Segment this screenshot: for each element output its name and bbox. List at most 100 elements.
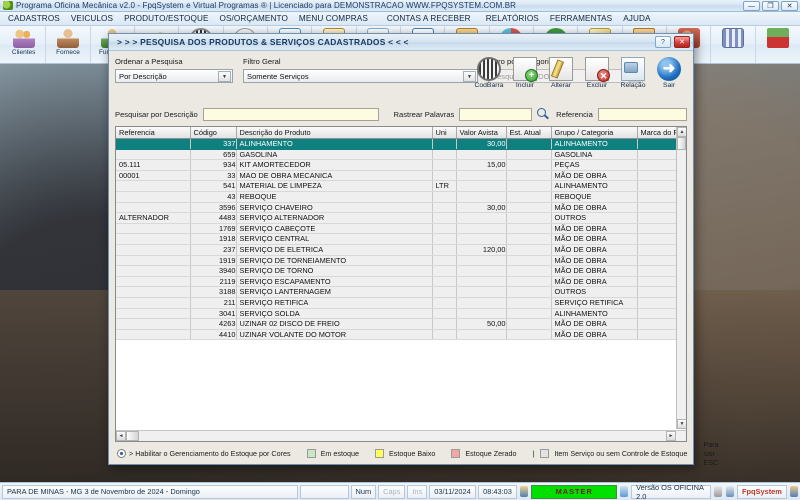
table-row[interactable]: 05.111 934 KIT AMORTECEDOR 15,00 PEÇAS (116, 159, 686, 171)
dialog-close-button[interactable]: ✕ (674, 36, 690, 48)
sair-button[interactable]: ➜ Sair (651, 55, 687, 89)
cell-grupo: MÃO DE OBRA (551, 276, 638, 288)
scroll-thumb-horizontal[interactable] (126, 431, 139, 441)
menu-item-relatorios[interactable]: RELATÓRIOS (485, 14, 539, 23)
table-row[interactable]: 237 SERVIÇO DE ELETRICA 120,00 MÃO DE OBRA (116, 244, 686, 256)
application-titlebar: Programa Oficina Mecânica v2.0 - FpqSyst… (0, 0, 800, 12)
toolbar-button-clientes[interactable]: Clientes (2, 26, 47, 63)
clients-icon (12, 28, 35, 48)
table-row[interactable]: 1918 SERVIÇO CENTRAL MÃO DE OBRA (116, 233, 686, 245)
table-row[interactable]: 4263 UZINAR 02 DISCO DE FREIO 50,00 MÃO DE … (116, 318, 686, 330)
table-row[interactable]: 3041 SERVIÇO SOLDA ALINHAMENTO (116, 308, 686, 320)
search-ref-label: Referencia (556, 109, 593, 119)
column-header-c-digo[interactable]: Código (190, 127, 237, 139)
chevron-down-icon[interactable]: ▼ (218, 71, 231, 82)
table-row[interactable]: 3596 SERVIÇO CHAVEIRO 30,00 MÃO DE OBRA (116, 202, 686, 214)
general-filter-group: Filtro Geral Somente Serviços ▼ (243, 57, 478, 83)
close-button[interactable]: ✕ (781, 1, 798, 11)
cell-grupo: ALINHAMENTO (551, 180, 638, 192)
dialog-help-button[interactable]: ? (655, 36, 671, 48)
cell-valor (456, 297, 507, 309)
table-row[interactable]: 4410 UZINAR VOLANTE DO MOTOR MÃO DE OBRA (116, 329, 686, 341)
menu-item-ferramentas[interactable]: FERRAMENTAS (549, 14, 613, 23)
menu-item-veiculos[interactable]: VEICULOS (70, 14, 114, 23)
cell-uni (432, 297, 457, 309)
column-header-uni[interactable]: Uni (432, 127, 457, 139)
search-ref-input[interactable] (597, 107, 687, 121)
excluir-button[interactable]: ✕ Excluir (579, 55, 615, 89)
incluir-button[interactable]: + Incluir (507, 55, 543, 89)
table-row[interactable]: 00001 33 MAO DE OBRA MECANICA MÃO DE OBRA (116, 170, 686, 182)
chevron-down-icon[interactable]: ▼ (463, 71, 476, 82)
horizontal-scrollbar[interactable]: ◄ ► (116, 430, 686, 441)
relacao-button[interactable]: Relação (615, 55, 651, 89)
maximize-button[interactable]: ❐ (762, 1, 779, 11)
status-caps: Caps (378, 484, 406, 499)
table-row[interactable]: 3188 SERVIÇO LANTERNAGEM OUTROS (116, 286, 686, 298)
toolbar-button-agenda[interactable] (711, 26, 756, 63)
table-row[interactable]: 1769 SERVIÇO CABEÇOTE MÃO DE OBRA (116, 223, 686, 235)
radio-icon[interactable] (117, 448, 126, 458)
scroll-down-arrow[interactable]: ▼ (677, 419, 686, 429)
table-row[interactable]: 541 MATERIAL DE LIMPEZA LTR ALINHAMENTO (116, 180, 686, 192)
scroll-left-arrow[interactable]: ◄ (116, 431, 126, 441)
column-header-valor-avista[interactable]: Valor Avista (456, 127, 507, 139)
table-row[interactable]: 43 REBOQUE REBOQUE (116, 191, 686, 203)
printer-icon[interactable] (713, 486, 722, 497)
cell-estoque (506, 255, 552, 267)
scroll-up-arrow[interactable]: ▲ (677, 127, 686, 137)
column-header-marca-do-produto[interactable]: Marca do Produto (637, 127, 686, 139)
minimize-button[interactable]: — (743, 1, 760, 11)
toolbar-button-fornecedores[interactable]: Fornece (46, 26, 91, 63)
cell-marca (637, 308, 686, 320)
table-row[interactable]: 337 ALINHAMENTO 30,00 ALINHAMENTO (116, 138, 686, 150)
scroll-thumb-vertical[interactable] (677, 137, 686, 150)
menu-item-cadastros[interactable]: CADASTROS (8, 14, 60, 23)
toolbar-button-sair[interactable] (756, 26, 800, 63)
cell-valor (456, 180, 507, 192)
general-filter-label: Filtro Geral (243, 57, 281, 66)
menu-item-os-orcamento[interactable]: OS/ORÇAMENTO (219, 14, 288, 23)
cell-uni (432, 202, 457, 214)
dialog-body: Ordenar a Pesquisa Por Descrição ▼ Filtr… (109, 51, 719, 467)
column-header-est-atual[interactable]: Est. Atual (506, 127, 552, 139)
network-icon[interactable] (725, 486, 734, 497)
cell-codigo: 3940 (190, 265, 237, 277)
cell-valor (456, 276, 507, 288)
cell-valor: 30,00 (456, 138, 507, 150)
menu-item-ajuda[interactable]: AJUDA (623, 14, 651, 23)
menu-item-contas-a-receber[interactable]: CONTAS A RECEBER (386, 14, 471, 23)
cell-marca (637, 223, 686, 235)
menu-item-menu-compras[interactable]: MENU COMPRAS (298, 14, 368, 23)
stock-color-toggle[interactable]: > Habilitar o Gerenciamento do Estoque p… (117, 448, 291, 458)
cell-marca (637, 265, 686, 277)
cell-valor: 30,00 (456, 202, 507, 214)
alterar-button[interactable]: Alterar (543, 55, 579, 89)
cell-estoque (506, 286, 552, 298)
table-row[interactable]: 1919 SERVIÇO DE TORNEIAMENTO MÃO DE OBRA (116, 255, 686, 267)
vertical-scrollbar[interactable]: ▲ ▼ (676, 127, 686, 429)
cell-descricao: SERVIÇO DE TORNO (236, 265, 433, 277)
column-header-descri-o-do-produto[interactable]: Descrição do Produto (236, 127, 433, 139)
codbarra-label: CodBarra (474, 82, 504, 89)
search-words-input[interactable] (459, 107, 533, 121)
search-icon[interactable] (536, 107, 550, 121)
table-row[interactable]: 2119 SERVIÇO ESCAPAMENTO MÃO DE OBRA (116, 276, 686, 288)
menu-item-produto-estoque[interactable]: PRODUTO/ESTOQUE (124, 14, 209, 23)
table-row[interactable]: ALTERNADOR 4483 SERVIÇO ALTERNADOR OUTROS (116, 212, 686, 224)
codbarra-button[interactable]: CodBarra (471, 55, 507, 89)
general-filter-select[interactable]: Somente Serviços ▼ (243, 69, 478, 83)
table-row[interactable]: 659 GASOLINA GASOLINA (116, 149, 686, 161)
column-header-grupo-categoria[interactable]: Grupo / Categoria (551, 127, 638, 139)
status-time: 08:43:03 (477, 484, 518, 499)
column-header-referencia[interactable]: Referencia (116, 127, 191, 139)
scroll-right-arrow[interactable]: ► (666, 431, 676, 441)
dialog-window-controls: ? ✕ (655, 36, 690, 48)
cell-estoque (506, 318, 552, 330)
order-filter-select[interactable]: Por Descrição ▼ (115, 69, 233, 83)
table-row[interactable]: 3940 SERVIÇO DE TORNO MÃO DE OBRA (116, 265, 686, 277)
cell-valor (456, 308, 507, 320)
search-desc-input[interactable] (202, 107, 380, 121)
table-row[interactable]: 211 SERVIÇO RETIFICA SERVIÇO RETIFICA (116, 297, 686, 309)
cell-referencia (116, 329, 191, 341)
